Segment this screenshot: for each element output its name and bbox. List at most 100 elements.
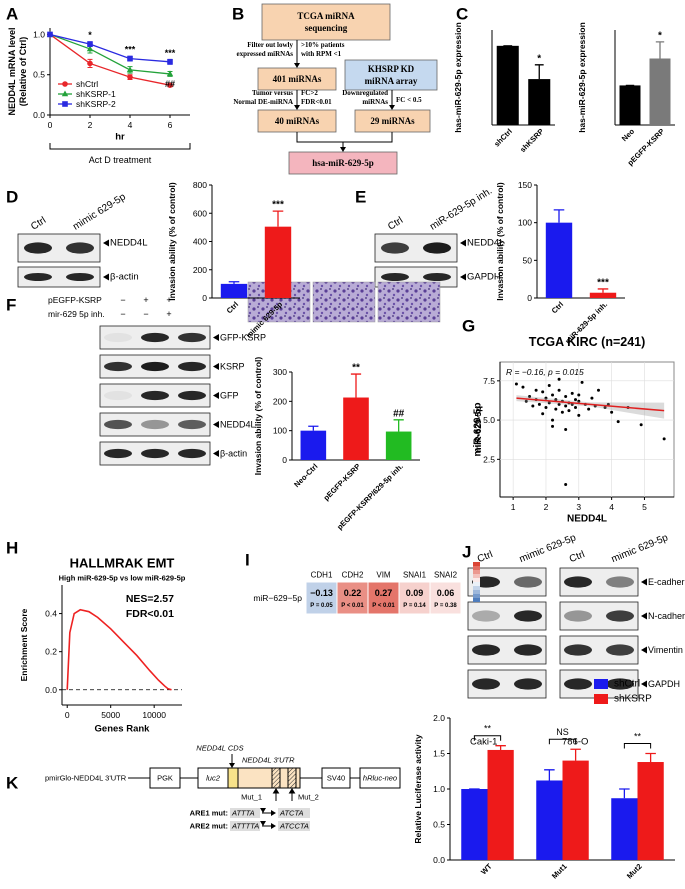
diagram-node [261,3,391,41]
band-label: NEDD4L [467,238,505,249]
y-tick-label: 200 [193,265,207,275]
y-axis-label: Enrichment Score [19,608,29,681]
band-arrow [460,273,466,281]
cell-value: −0.13 [310,588,333,598]
mut-arrow [272,787,280,801]
construct-box [321,767,351,789]
blot-band [178,419,206,430]
edge-label: with RPM <1 [301,50,342,58]
blot-band [141,448,169,459]
point [528,395,532,399]
vector-label: pmirGlo-NEDD4L 3'UTR [45,774,127,783]
significance: ** [634,732,642,742]
stat-label: R = −0.16, p = 0.015 [506,367,584,377]
y-tick-label: 2.0 [433,713,445,723]
arrow-head [260,821,266,826]
colorbar-step [473,582,480,586]
x-tick-label: 6 [168,120,173,130]
point [596,388,600,392]
node-text: sequencing [305,23,348,33]
row-mark: + [143,295,148,305]
blot-band [514,644,542,656]
significance: ## [393,408,405,419]
row-mark: + [166,309,171,319]
lane-label: Ctrl [568,549,587,565]
point [551,424,555,428]
row-mark: − [143,309,148,319]
point [567,409,571,413]
panel-label: A [6,5,18,24]
panel-label: I [245,551,250,570]
point [587,407,591,411]
blot-row [17,266,101,288]
band-arrow [213,392,219,399]
x-tick-label: Ctrl [225,300,241,316]
marker [62,81,68,87]
bar [528,79,551,125]
construct-box-label: PGK [157,774,173,783]
bracket-label: Act D treatment [89,155,152,165]
bar [545,222,573,298]
edge-label: Tumor versus [252,89,293,97]
blot-band [104,419,132,430]
point [514,382,518,386]
blot-band [104,448,132,459]
band-arrow [103,239,109,247]
significance: *** [597,277,609,288]
band-arrow [213,421,219,428]
error-bar [393,419,404,432]
x-tick-label: Ctrl [550,300,566,316]
arrow-head [340,147,346,152]
blot-band [141,361,169,372]
bracket [623,743,652,749]
y-axis-label: Invasion ability (% of control) [167,182,177,301]
point [564,428,568,431]
x-tick-label: 10000 [142,710,166,720]
y-tick-label: 100 [518,218,532,228]
point [537,402,541,406]
y-tick-label: 7.5 [483,376,495,386]
y-axis-label: has-miR-629-5p expression [453,22,463,133]
point [547,401,551,405]
node-text: 29 miRNAs [370,116,415,126]
marker [127,74,133,80]
y-axis-label: miR-629-5p [473,403,484,457]
blot-band [606,610,634,622]
band-label: GFP [220,391,239,401]
node-text: 40 miRNAs [275,116,320,126]
band-label: NEDD4L [110,238,148,249]
y-tick-label: 800 [193,180,207,190]
bar [343,397,369,460]
blot-band [104,361,132,372]
marker [87,60,93,67]
connector [296,132,393,143]
edge-label: FDR<0.01 [301,98,332,106]
point [564,395,568,399]
marker [62,101,68,107]
legend-label: shCtrl [76,79,98,89]
blot-band [104,332,132,343]
y-tick-label: 0.2 [45,647,57,657]
cell-p-label: P < 0.01 [372,603,395,609]
point [554,407,558,411]
x-tick-label: Mut2 [625,862,644,881]
error-bar [544,769,555,781]
bar [649,58,671,125]
blot-band [472,678,500,690]
error-bar [645,752,656,763]
seq-from: ATTTTA [231,822,259,831]
are-site [271,767,281,789]
heat-cell [429,581,462,615]
cell-line-label: Caki-1 [470,737,497,748]
arrow-head [260,808,266,813]
column-label: VIM [376,571,391,580]
note: NES=2.57 [126,593,174,605]
lane-label: Ctrl [386,215,405,233]
legend-label: shKSRP-2 [76,99,116,109]
band-label: β-actin [110,272,139,283]
x-tick-label: 0 [65,710,70,720]
band-arrow [460,239,466,247]
significance: NS [556,727,569,737]
y-tick-label: 1.5 [433,749,445,759]
point [547,384,551,388]
